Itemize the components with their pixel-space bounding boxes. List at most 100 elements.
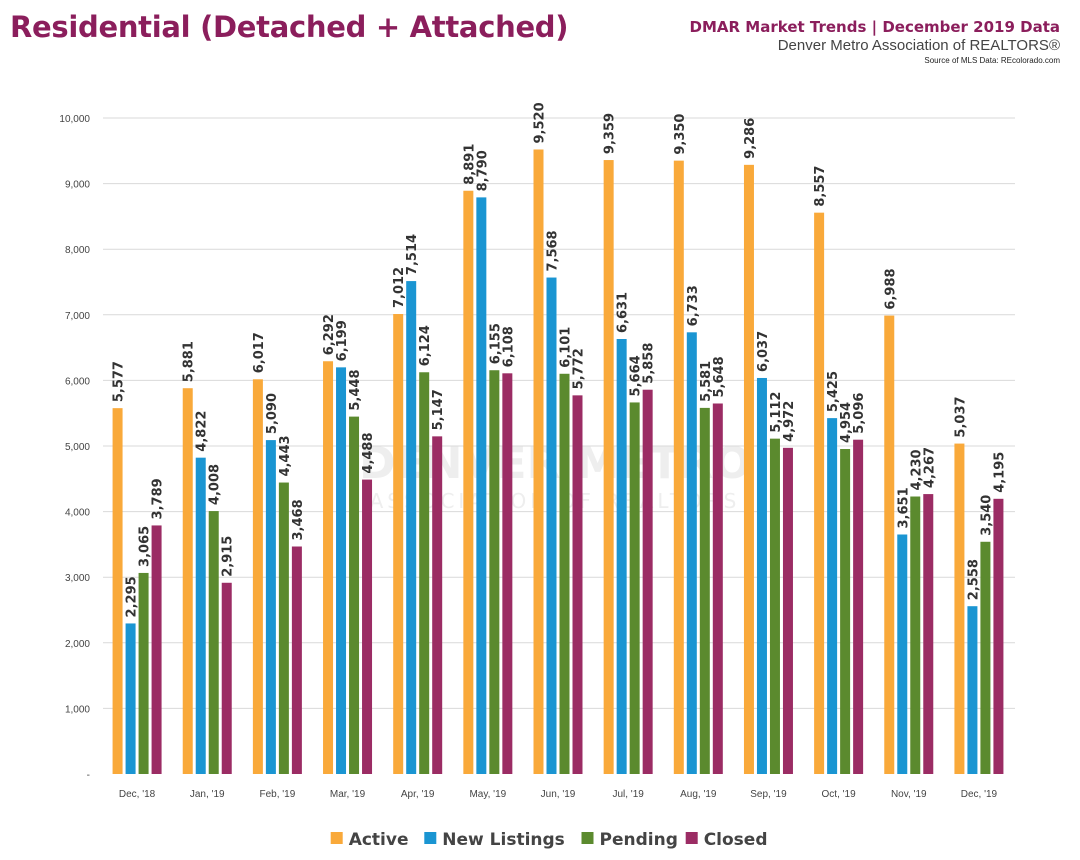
- bar-closed: [782, 447, 793, 774]
- y-tick-label: -: [87, 770, 90, 781]
- data-label: 5,881: [182, 341, 197, 382]
- data-label: 8,891: [462, 144, 477, 185]
- data-label: 6,155: [488, 323, 503, 364]
- x-tick-label: Jul, '19: [612, 789, 644, 800]
- data-label: 6,037: [756, 331, 771, 372]
- bar-closed: [502, 373, 513, 774]
- bar-closed: [362, 479, 373, 774]
- bar-pending: [489, 370, 500, 774]
- data-label: 6,733: [686, 285, 701, 326]
- source-note: Source of MLS Data: REcolorado.com: [924, 56, 1060, 65]
- x-tick-label: Apr, '19: [401, 789, 435, 800]
- data-label: 7,514: [405, 234, 420, 275]
- x-tick-label: Dec, '19: [961, 789, 998, 800]
- y-tick-label: 4,000: [65, 508, 90, 519]
- bar-pending: [559, 373, 570, 774]
- x-tick-label: Dec, '18: [119, 789, 156, 800]
- bar-active: [393, 314, 404, 774]
- bar-active: [884, 315, 895, 774]
- data-label: 6,292: [322, 314, 337, 355]
- data-label: 5,425: [826, 371, 841, 412]
- bar-new-listings: [125, 623, 136, 774]
- bar-active: [743, 164, 754, 775]
- data-label: 5,096: [852, 393, 867, 434]
- bar-pending: [278, 482, 289, 774]
- data-label: 3,065: [138, 526, 153, 567]
- bar-active: [814, 212, 825, 775]
- data-label: 3,651: [896, 487, 911, 528]
- bar-closed: [432, 436, 443, 774]
- x-tick-label: Jan, '19: [190, 789, 225, 800]
- bar-closed: [853, 439, 864, 774]
- legend-label: Closed: [704, 830, 768, 850]
- bar-active: [533, 149, 544, 774]
- x-tick-label: May, '19: [469, 789, 506, 800]
- bar-new-listings: [897, 534, 908, 774]
- bar-new-listings: [756, 377, 767, 774]
- report-subtitle: DMAR Market Trends | December 2019 Data: [689, 18, 1060, 36]
- legend-swatch: [581, 832, 594, 844]
- data-label: 6,199: [335, 320, 350, 361]
- bar-active: [323, 361, 334, 774]
- data-label: 6,017: [252, 332, 267, 373]
- legend-swatch: [330, 832, 343, 844]
- data-label: 3,540: [979, 495, 994, 536]
- bar-new-listings: [827, 418, 838, 774]
- data-label: 5,448: [348, 369, 363, 410]
- y-tick-label: 6,000: [65, 376, 90, 387]
- y-tick-label: 3,000: [65, 573, 90, 584]
- bar-closed: [221, 582, 232, 774]
- data-label: 6,124: [418, 325, 433, 366]
- data-label: 2,558: [966, 559, 981, 600]
- bar-pending: [419, 372, 430, 774]
- data-label: 5,858: [642, 343, 657, 384]
- bar-new-listings: [476, 197, 487, 775]
- data-label: 4,443: [278, 435, 293, 476]
- bar-closed: [151, 525, 162, 774]
- data-label: 9,520: [533, 102, 548, 143]
- y-tick-label: 10,000: [59, 114, 90, 125]
- bar-new-listings: [195, 457, 206, 774]
- data-label: 5,147: [431, 389, 446, 430]
- bar-pending: [980, 541, 991, 774]
- bar-new-listings: [686, 332, 697, 774]
- data-label: 5,037: [953, 396, 968, 437]
- data-label: 4,195: [992, 452, 1007, 493]
- data-label: 7,568: [546, 230, 561, 271]
- data-label: 6,631: [616, 292, 631, 333]
- bar-new-listings: [616, 339, 627, 774]
- bar-new-listings: [967, 606, 978, 774]
- x-tick-label: Jun, '19: [541, 789, 576, 800]
- bar-pending: [769, 438, 780, 774]
- data-label: 5,112: [769, 392, 784, 433]
- bar-new-listings: [265, 440, 276, 774]
- bar-closed: [993, 498, 1004, 774]
- bar-closed: [712, 403, 723, 774]
- data-label: 4,267: [922, 447, 937, 488]
- data-label: 9,286: [743, 118, 758, 159]
- bar-closed: [642, 389, 653, 774]
- data-label: 6,101: [559, 327, 574, 368]
- bar-active: [463, 190, 474, 775]
- data-label: 4,230: [909, 449, 924, 490]
- data-label: 5,090: [265, 393, 280, 434]
- bar-closed: [923, 494, 934, 774]
- data-label: 6,988: [883, 268, 898, 309]
- data-label: 3,468: [291, 499, 306, 540]
- y-tick-label: 1,000: [65, 704, 90, 715]
- x-tick-label: Feb, '19: [259, 789, 295, 800]
- bar-new-listings: [546, 277, 557, 774]
- bar-pending: [208, 511, 219, 774]
- y-tick-label: 7,000: [65, 311, 90, 322]
- bar-active: [182, 388, 193, 774]
- legend-label: New Listings: [442, 830, 565, 850]
- bar-pending: [349, 416, 360, 774]
- data-label: 5,577: [112, 361, 127, 402]
- data-label: 4,954: [839, 402, 854, 443]
- bar-active: [954, 443, 965, 774]
- x-tick-label: Aug, '19: [680, 789, 717, 800]
- bar-new-listings: [406, 281, 417, 774]
- organization-name: Denver Metro Association of REALTORS®: [777, 37, 1060, 54]
- bar-pending: [138, 572, 149, 774]
